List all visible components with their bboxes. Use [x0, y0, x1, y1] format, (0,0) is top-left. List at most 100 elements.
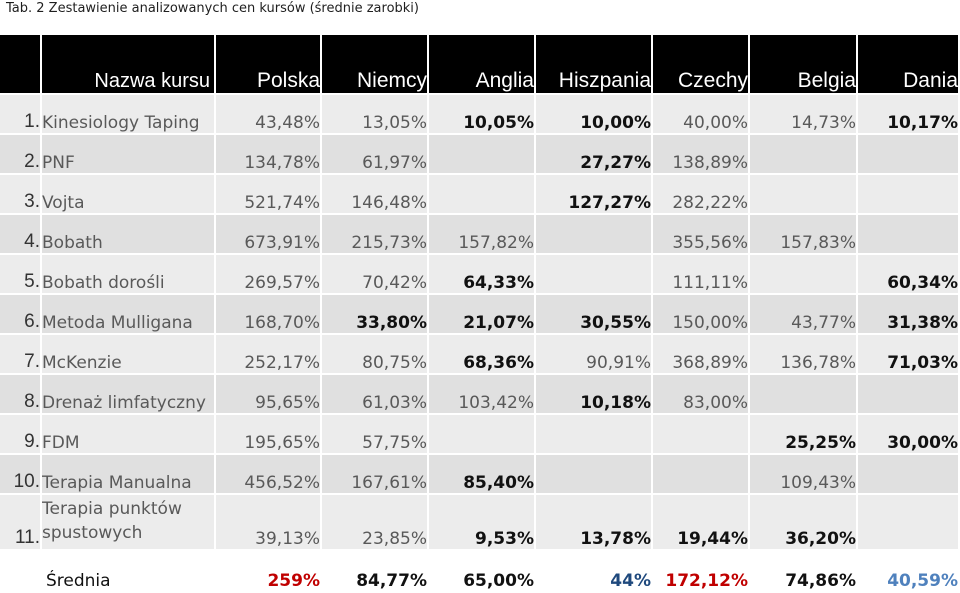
- header-germany: Niemcy: [322, 35, 429, 95]
- table-row: 1. Kinesiology Taping 43,48% 13,05% 10,05% 10…: [0, 95, 960, 135]
- row-number: 5.: [0, 255, 42, 295]
- cell-value: [536, 415, 653, 455]
- table-row: 9. FDM 195,65% 57,75% 25,25% 30,00%: [0, 415, 960, 455]
- cell-value: [536, 455, 653, 495]
- cell-value: 282,22%: [653, 175, 750, 215]
- table-row: 11. Terapia punktów spustowych 39,13% 23,85…: [0, 495, 960, 551]
- cell-value: 27,27%: [536, 135, 653, 175]
- cell-value: 10,00%: [536, 95, 653, 135]
- course-name: Bobath dorośli: [42, 255, 216, 295]
- cell-value: 146,48%: [322, 175, 429, 215]
- table-row: 8. Drenaż limfatyczny 95,65% 61,03% 103,42% 1…: [0, 375, 960, 415]
- cell-value: 215,73%: [322, 215, 429, 255]
- cell-value: 13,78%: [536, 495, 653, 551]
- cell-value: 68,36%: [429, 335, 536, 375]
- cell-value: 673,91%: [216, 215, 322, 255]
- cell-value: 64,33%: [429, 255, 536, 295]
- cell-value: 136,78%: [750, 335, 858, 375]
- header-row: Nazwa kursu Polska Niemcy Anglia Hiszpan…: [0, 35, 960, 95]
- cell-value: 111,11%: [653, 255, 750, 295]
- cell-value: 30,00%: [858, 415, 960, 455]
- row-number: 6.: [0, 295, 42, 335]
- header-england: Anglia: [429, 35, 536, 95]
- cell-value: [653, 415, 750, 455]
- cell-value: 61,03%: [322, 375, 429, 415]
- header-course-name: Nazwa kursu: [42, 35, 216, 95]
- header-belgium: Belgia: [750, 35, 858, 95]
- average-row: Średnia 259% 84,77% 65,00% 44% 172,12% 7…: [0, 551, 960, 593]
- course-price-table: Nazwa kursu Polska Niemcy Anglia Hiszpan…: [0, 35, 960, 593]
- cell-value: [858, 375, 960, 415]
- header-num: [0, 35, 42, 95]
- row-number: 8.: [0, 375, 42, 415]
- cell-value: 103,42%: [429, 375, 536, 415]
- cell-value: [429, 135, 536, 175]
- cell-value: 157,82%: [429, 215, 536, 255]
- cell-value: 134,78%: [216, 135, 322, 175]
- cell-value: 269,57%: [216, 255, 322, 295]
- cell-value: 355,56%: [653, 215, 750, 255]
- header-czechia: Czechy: [653, 35, 750, 95]
- cell-value: 252,17%: [216, 335, 322, 375]
- course-name: McKenzie: [42, 335, 216, 375]
- cell-value: 109,43%: [750, 455, 858, 495]
- table-row: 4. Bobath 673,91% 215,73% 157,82% 355,56% 157,…: [0, 215, 960, 255]
- table-caption: Tab. 2 Zestawienie analizowanych cen kur…: [6, 1, 419, 16]
- cell-value: [750, 255, 858, 295]
- row-number: 4.: [0, 215, 42, 255]
- row-number: 1.: [0, 95, 42, 135]
- cell-value: 368,89%: [653, 335, 750, 375]
- cell-value: 10,17%: [858, 95, 960, 135]
- cell-value: 30,55%: [536, 295, 653, 335]
- cell-value: [750, 175, 858, 215]
- cell-value: 39,13%: [216, 495, 322, 551]
- header-denmark: Dania: [858, 35, 960, 95]
- cell-value: 33,80%: [322, 295, 429, 335]
- cell-value: 90,91%: [536, 335, 653, 375]
- average-label: Średnia: [0, 551, 216, 593]
- course-name: Bobath: [42, 215, 216, 255]
- cell-value: 57,75%: [322, 415, 429, 455]
- cell-value: 157,83%: [750, 215, 858, 255]
- row-number: 10.: [0, 455, 42, 495]
- row-number: 3.: [0, 175, 42, 215]
- cell-value: 23,85%: [322, 495, 429, 551]
- course-name: Kinesiology Taping: [42, 95, 216, 135]
- cell-value: 85,40%: [429, 455, 536, 495]
- cell-value: [429, 175, 536, 215]
- table-row: 5. Bobath dorośli 269,57% 70,42% 64,33% 111,1…: [0, 255, 960, 295]
- row-number: 7.: [0, 335, 42, 375]
- cell-value: [858, 455, 960, 495]
- cell-value: 10,18%: [536, 375, 653, 415]
- course-name: Terapia punktów spustowych: [42, 495, 216, 551]
- course-name: Vojta: [42, 175, 216, 215]
- cell-value: 36,20%: [750, 495, 858, 551]
- cell-value: [750, 135, 858, 175]
- cell-value: 127,27%: [536, 175, 653, 215]
- cell-value: [858, 135, 960, 175]
- cell-value: 10,05%: [429, 95, 536, 135]
- cell-value: 13,05%: [322, 95, 429, 135]
- cell-value: 195,65%: [216, 415, 322, 455]
- cell-value: 168,70%: [216, 295, 322, 335]
- cell-value: 60,34%: [858, 255, 960, 295]
- average-spain: 44%: [536, 551, 653, 593]
- cell-value: [536, 255, 653, 295]
- cell-value: 31,38%: [858, 295, 960, 335]
- average-england: 65,00%: [429, 551, 536, 593]
- cell-value: 521,74%: [216, 175, 322, 215]
- course-name: Metoda Mulligana: [42, 295, 216, 335]
- cell-value: 70,42%: [322, 255, 429, 295]
- cell-value: [536, 215, 653, 255]
- average-czechia: 172,12%: [653, 551, 750, 593]
- cell-value: [429, 415, 536, 455]
- cell-value: 95,65%: [216, 375, 322, 415]
- cell-value: 167,61%: [322, 455, 429, 495]
- average-denmark: 40,59%: [858, 551, 960, 593]
- header-poland: Polska: [216, 35, 322, 95]
- table-row: 3. Vojta 521,74% 146,48% 127,27% 282,22%: [0, 175, 960, 215]
- table-row: 6. Metoda Mulligana 168,70% 33,80% 21,07% 30,…: [0, 295, 960, 335]
- cell-value: 19,44%: [653, 495, 750, 551]
- row-number: 2.: [0, 135, 42, 175]
- cell-value: [750, 375, 858, 415]
